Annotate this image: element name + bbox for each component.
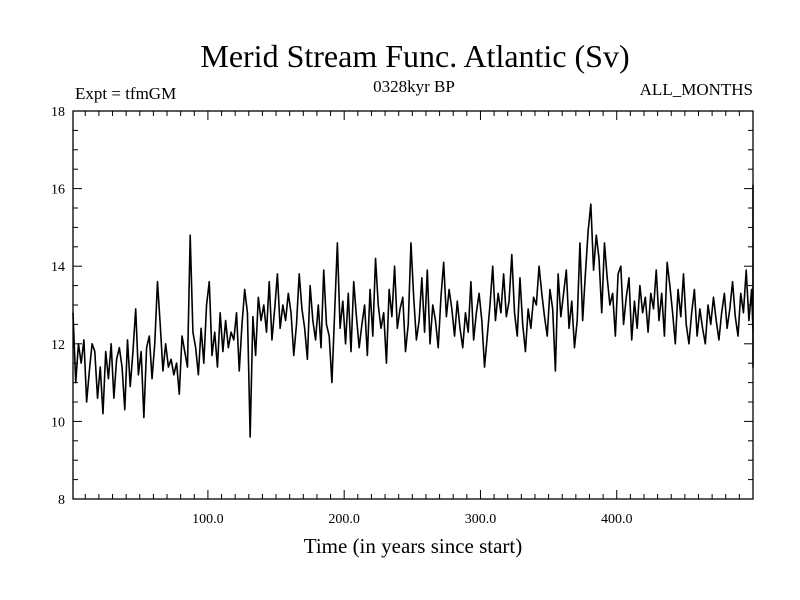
series-line xyxy=(72,184,754,438)
x-tick-label: 400.0 xyxy=(601,512,633,527)
chart-title: Merid Stream Func. Atlantic (Sv) xyxy=(200,38,629,74)
y-tick-label: 14 xyxy=(51,260,65,275)
period-label: 0328kyr BP xyxy=(373,77,455,96)
y-tick-label: 18 xyxy=(51,105,65,120)
x-tick-label: 300.0 xyxy=(465,512,497,527)
x-axis-label: Time (in years since start) xyxy=(304,534,523,558)
y-tick-label: 12 xyxy=(51,338,65,353)
experiment-label: Expt = tfmGM xyxy=(75,84,176,103)
months-label: ALL_MONTHS xyxy=(640,80,753,99)
plot-area: 100.0 200.0 300.0 400.0 8 10 12 14 16 18 xyxy=(51,105,754,527)
y-tick-label: 8 xyxy=(58,493,65,508)
x-tick-label: 200.0 xyxy=(328,512,360,527)
x-tick-label: 100.0 xyxy=(192,512,224,527)
y-tick-label: 10 xyxy=(51,415,65,430)
y-tick-label: 16 xyxy=(51,183,65,198)
plot-frame xyxy=(72,110,754,500)
